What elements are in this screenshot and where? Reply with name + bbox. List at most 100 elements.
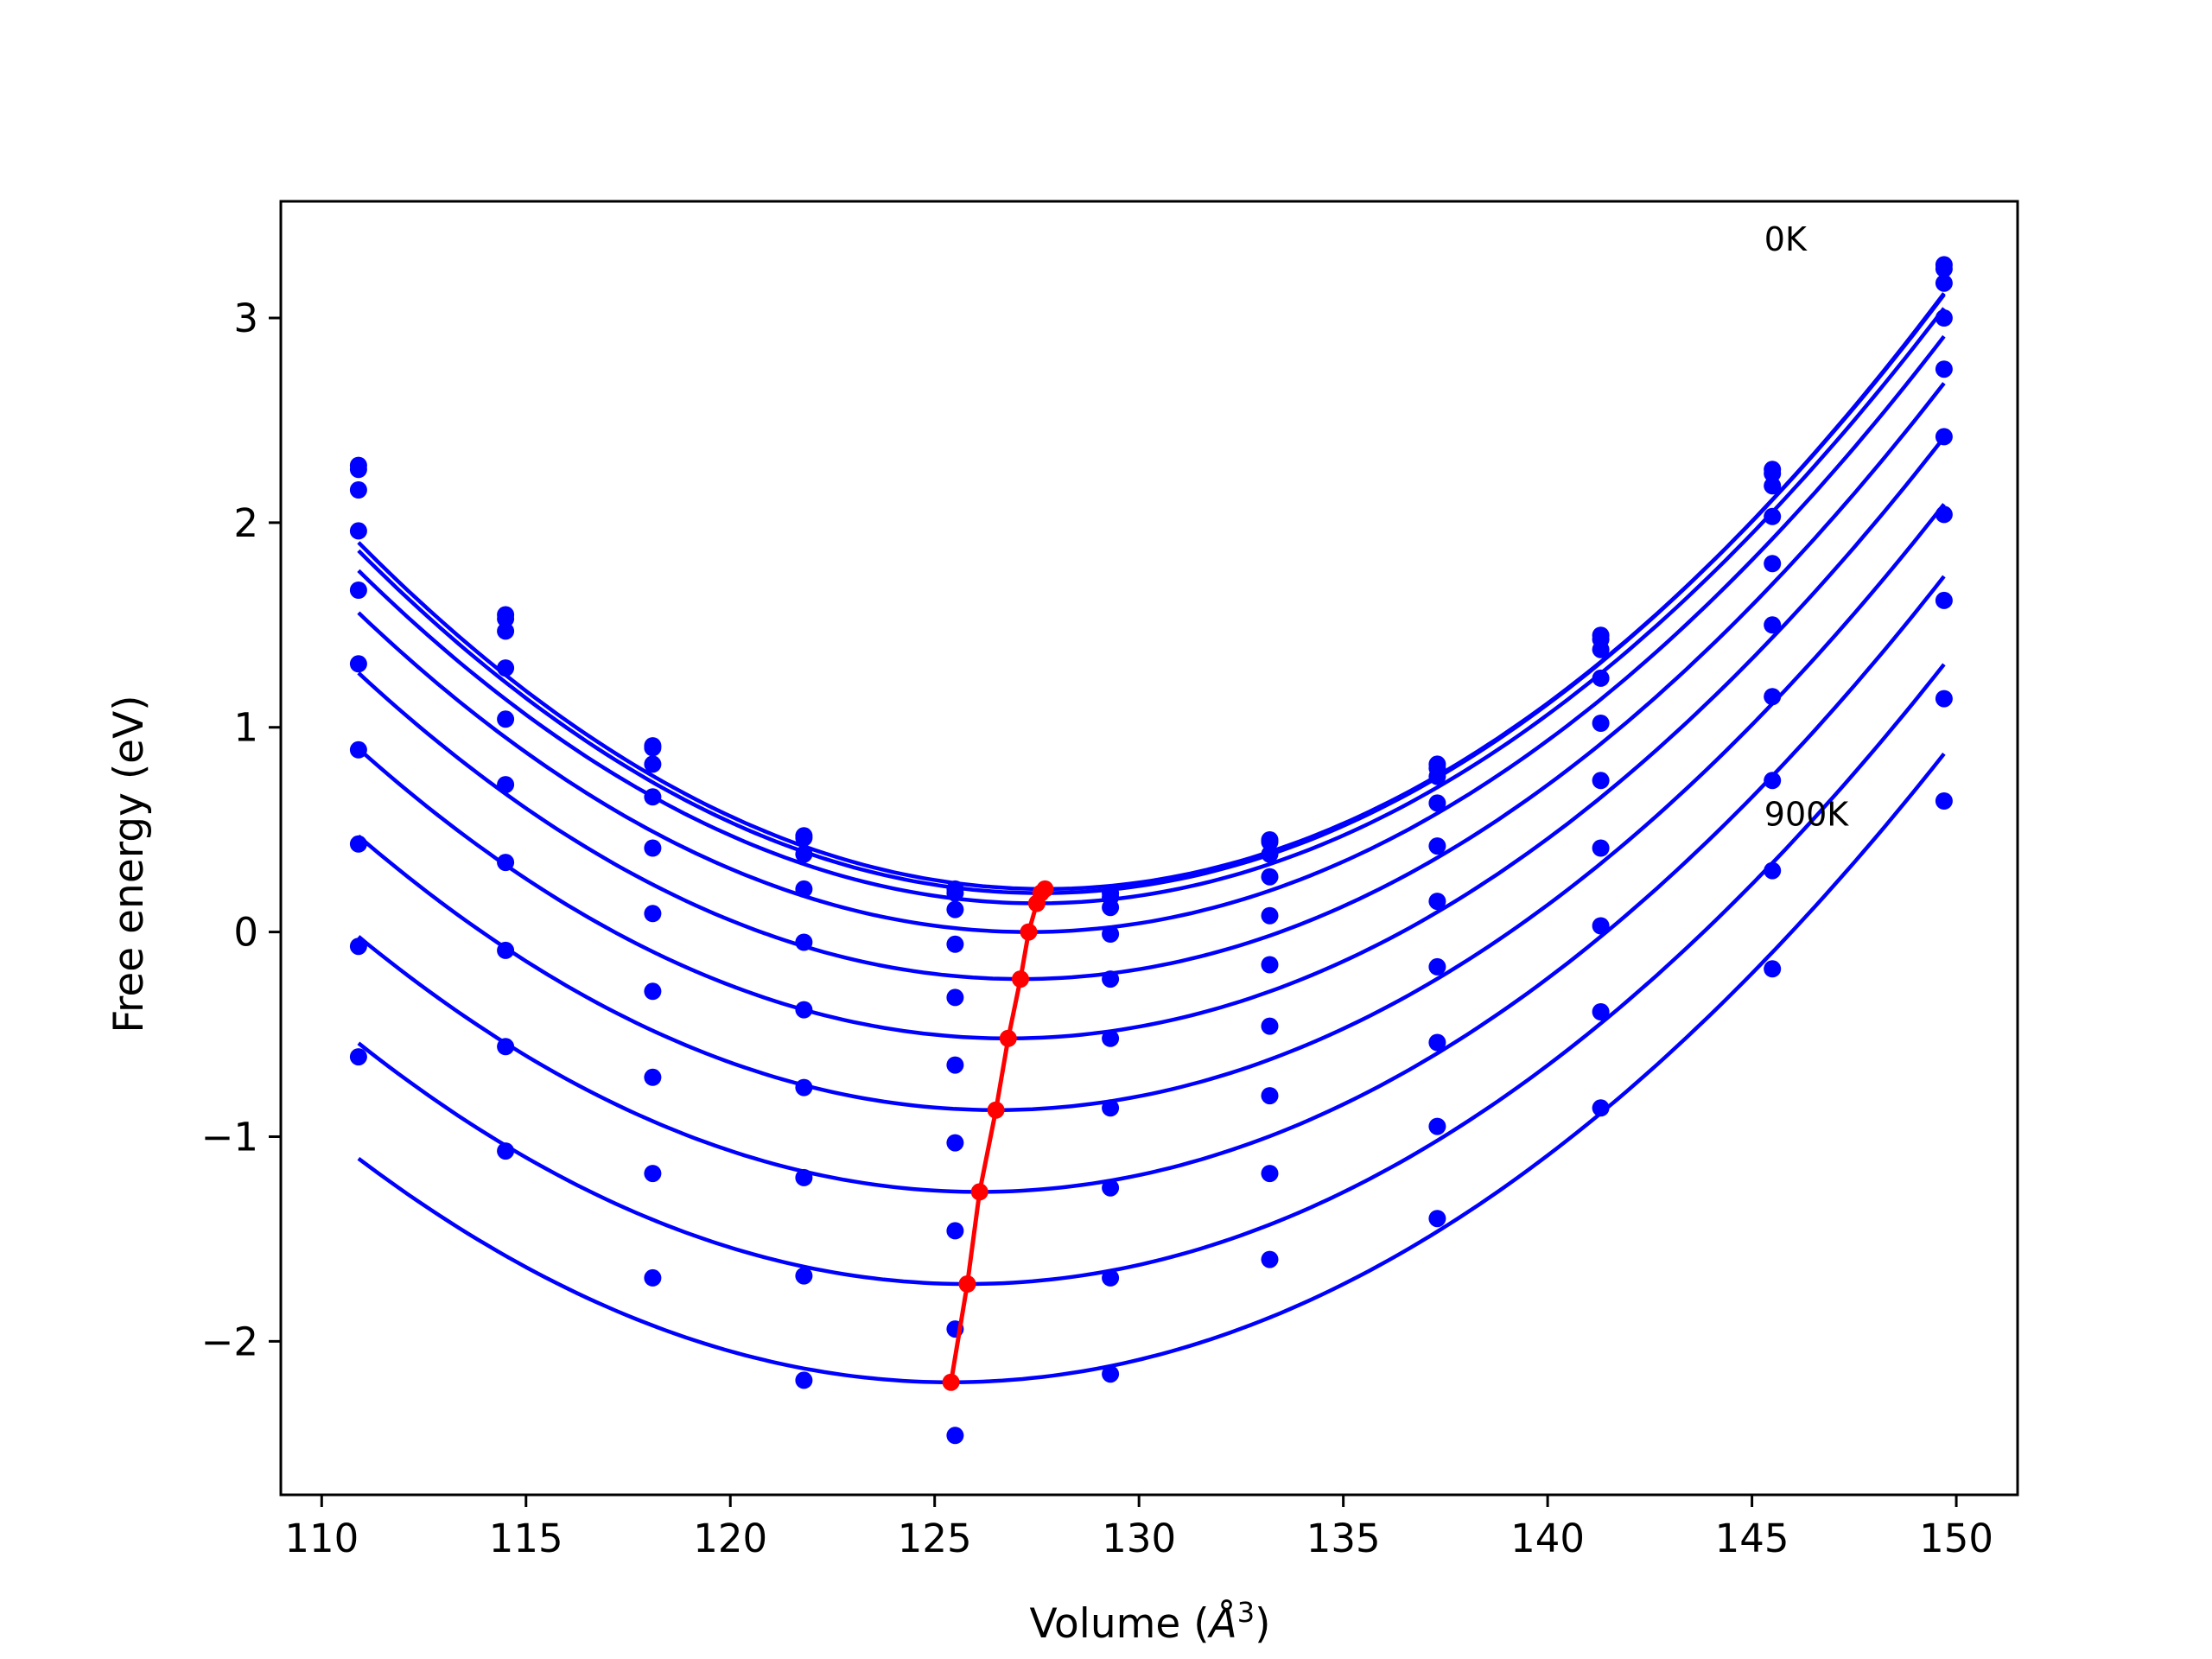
data-point (497, 941, 515, 959)
minima-point (970, 1183, 988, 1201)
data-point (795, 1078, 813, 1096)
data-point (349, 461, 367, 479)
data-point (1935, 360, 1953, 378)
data-point (1428, 893, 1446, 911)
data-point (1261, 845, 1279, 863)
fit-curve-10 (357, 753, 1946, 1384)
fit-curve-6 (357, 435, 1946, 1041)
y-tick-label: 1 (233, 705, 258, 751)
minima-point (942, 1373, 960, 1391)
data-point (1935, 260, 1953, 278)
data-point (1935, 274, 1953, 292)
data-point (1764, 688, 1782, 706)
data-point (1102, 1179, 1120, 1197)
y-tick-label: 2 (233, 500, 258, 546)
data-point (1935, 309, 1953, 327)
data-point (1102, 899, 1120, 917)
data-point (1261, 956, 1279, 974)
x-tick-label: 150 (1919, 1516, 1993, 1561)
data-point (1592, 1003, 1610, 1020)
data-point (349, 522, 367, 540)
y-tick-label: −1 (201, 1114, 258, 1160)
data-point (497, 622, 515, 640)
data-point (1935, 792, 1953, 810)
fit-curve-5 (357, 382, 1946, 982)
curve-annotation: 0K (1764, 220, 1808, 258)
data-point (795, 1267, 813, 1285)
data-point (349, 1048, 367, 1066)
data-point (644, 739, 662, 757)
data-point (1102, 1268, 1120, 1287)
data-point (1592, 839, 1610, 857)
data-point (1764, 465, 1782, 482)
annotations: 0K 900K (1764, 220, 1850, 834)
data-point (644, 982, 662, 1001)
fit-curve-7 (357, 503, 1946, 1112)
x-tick-label: 140 (1510, 1516, 1585, 1561)
data-point (1428, 767, 1446, 785)
data-point (1261, 1017, 1279, 1035)
data-point (1935, 505, 1953, 524)
data-point (1261, 1250, 1279, 1268)
x-tick-label: 110 (284, 1516, 359, 1561)
data-point (349, 481, 367, 499)
data-point (946, 900, 964, 918)
fit-curve-9 (357, 663, 1946, 1287)
data-point (946, 884, 964, 902)
data-point (795, 933, 813, 951)
data-point (497, 659, 515, 677)
minima-point (999, 1029, 1017, 1047)
data-point (1592, 1099, 1610, 1117)
data-point (1764, 861, 1782, 880)
data-point (1102, 1029, 1120, 1047)
minima-point (1020, 923, 1038, 941)
data-point (1428, 1033, 1446, 1052)
data-point (497, 610, 515, 628)
data-point (349, 741, 367, 759)
data-point (795, 845, 813, 863)
data-point (349, 655, 367, 673)
x-tick-label: 115 (489, 1516, 563, 1561)
axes-frame (279, 200, 2019, 1497)
minima-point (1027, 894, 1046, 912)
data-point (946, 1056, 964, 1074)
minima-point (987, 1101, 1005, 1119)
y-tick-label: 0 (233, 910, 258, 956)
data-point (1428, 1210, 1446, 1228)
y-tick-label: 3 (233, 296, 258, 341)
data-point (795, 1371, 813, 1389)
y-axis-label: Free energy (eV) (105, 695, 153, 1033)
data-point (497, 1142, 515, 1160)
data-point (1261, 1087, 1279, 1105)
data-point (644, 1268, 662, 1287)
data-point (349, 835, 367, 853)
data-point (1935, 591, 1953, 609)
data-point (1102, 970, 1120, 988)
data-point (946, 988, 964, 1007)
fit-curve-3 (357, 307, 1946, 906)
data-point (1428, 957, 1446, 976)
fit-curve-8 (357, 575, 1946, 1194)
minima-point (1012, 970, 1029, 988)
data-point (1261, 1165, 1279, 1183)
data-point (795, 829, 813, 847)
data-point (1764, 960, 1782, 978)
data-point (1102, 1365, 1120, 1383)
data-point (1102, 925, 1120, 943)
data-point (946, 935, 964, 953)
x-axis-label: Volume (Å3) (1030, 1596, 1271, 1648)
data-point (1592, 917, 1610, 935)
data-point (946, 1222, 964, 1240)
x-tick-label: 130 (1102, 1516, 1176, 1561)
y-tick-label: −2 (201, 1319, 258, 1364)
data-point (1935, 690, 1953, 708)
data-point (497, 1038, 515, 1056)
fit-curves (357, 292, 1946, 1384)
data-point (644, 755, 662, 773)
fit-curve-2 (357, 292, 1946, 895)
data-point (1764, 772, 1782, 790)
data-point (795, 1168, 813, 1186)
data-point (1428, 837, 1446, 855)
data-point (1428, 1117, 1446, 1135)
